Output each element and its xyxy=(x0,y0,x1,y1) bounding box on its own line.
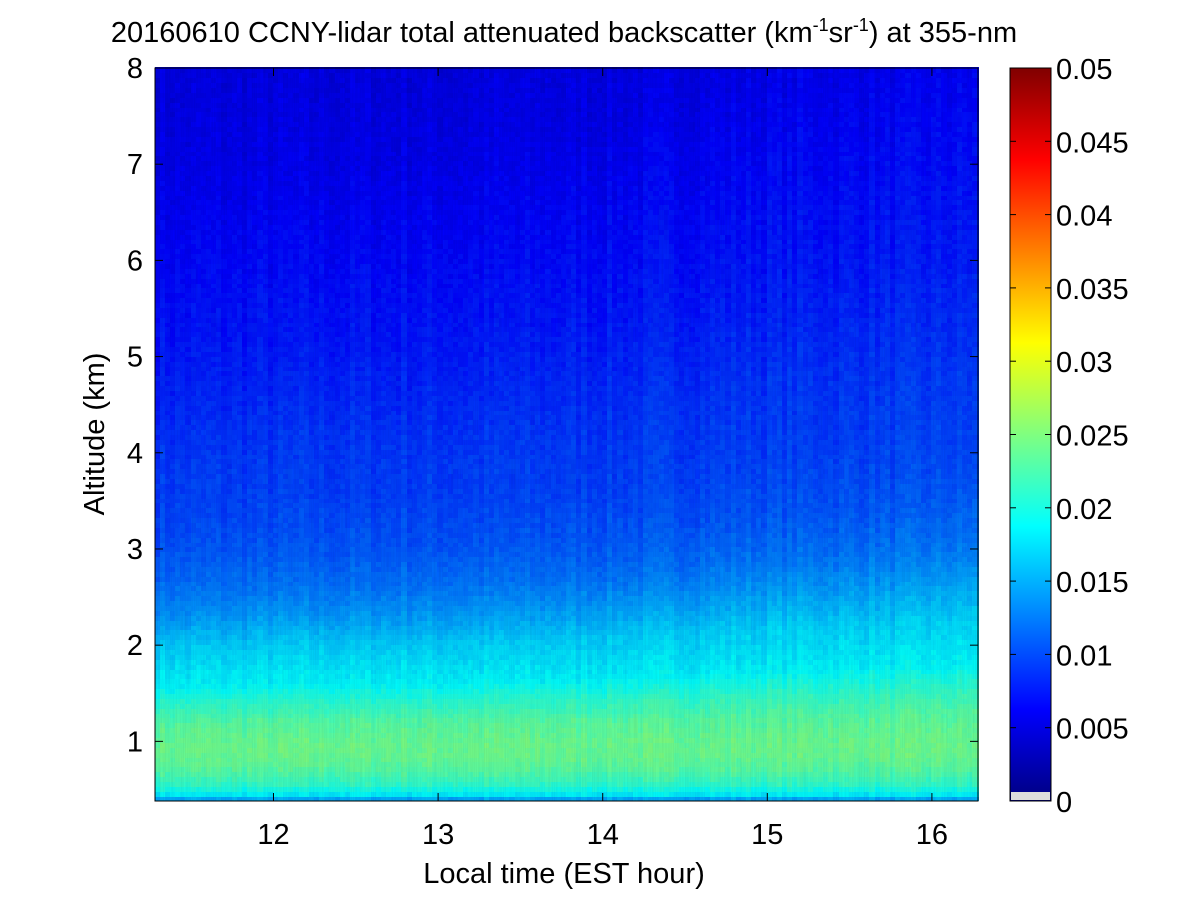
chart-title: 20160610 CCNY-lidar total attenuated bac… xyxy=(111,15,1017,49)
